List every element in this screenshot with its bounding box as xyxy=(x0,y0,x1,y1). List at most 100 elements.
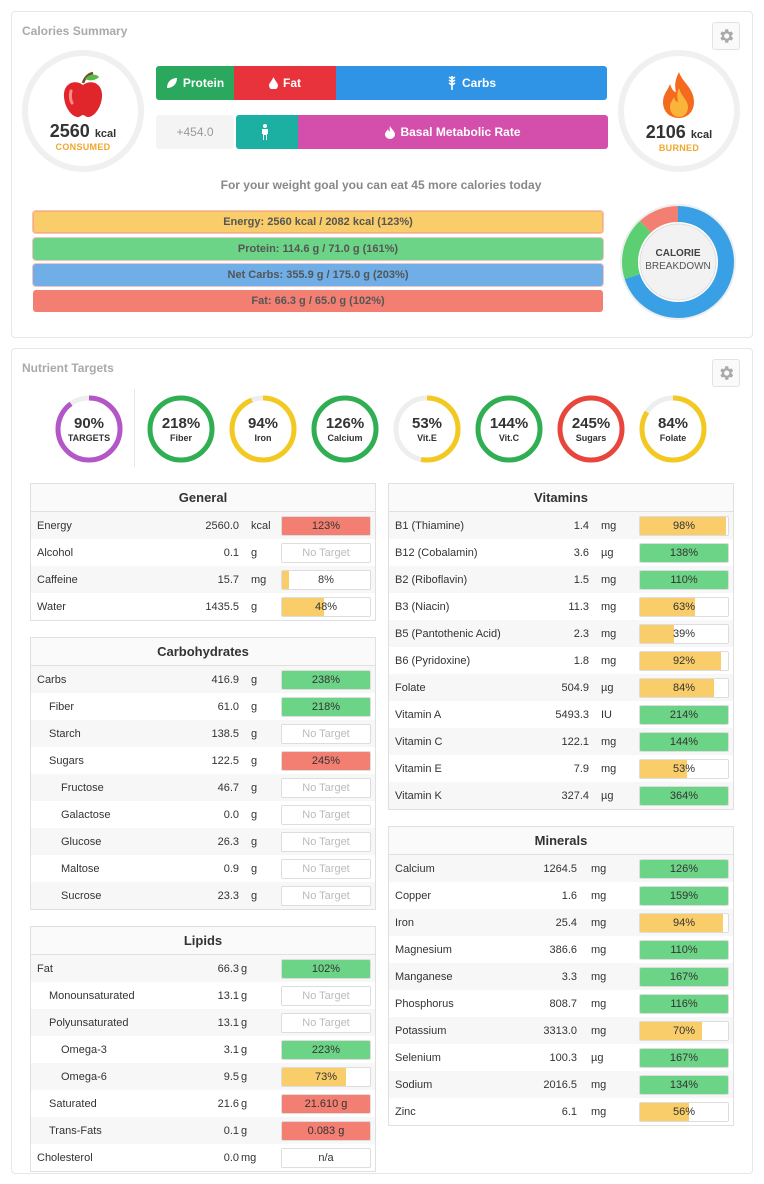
target-circle[interactable]: 245% Sugars xyxy=(556,394,626,464)
table-row[interactable]: Sugars 122.5 g 245% xyxy=(31,747,375,774)
nutrient-name: Galactose xyxy=(61,809,111,821)
table-row[interactable]: Fructose 46.7 g No Target xyxy=(31,774,375,801)
table-row[interactable]: B5 (Pantothenic Acid) 2.3 mg 39% xyxy=(389,620,733,647)
carbs-segment[interactable]: Carbs xyxy=(336,66,607,100)
progress-fill xyxy=(282,517,370,535)
progress-fill xyxy=(282,960,370,978)
nutrient-name: Energy xyxy=(37,520,72,532)
progress-text: 144% xyxy=(669,736,699,748)
fat-progress-bar: Fat: 66.3 g / 65.0 g (102%) xyxy=(33,290,603,312)
table-row[interactable]: Zinc 6.1 mg 56% xyxy=(389,1098,733,1125)
table-row[interactable]: Omega-6 9.5 g 73% xyxy=(31,1063,375,1090)
table-row[interactable]: Galactose 0.0 g No Target xyxy=(31,801,375,828)
table-row[interactable]: B3 (Niacin) 11.3 mg 63% xyxy=(389,593,733,620)
table-row[interactable]: Monounsaturated 13.1 g No Target xyxy=(31,982,375,1009)
target-circle[interactable]: 218% Fiber xyxy=(146,394,216,464)
protein-segment[interactable]: Protein xyxy=(156,66,234,100)
table-row[interactable]: Trans-Fats 0.1 g 0.083 g xyxy=(31,1117,375,1144)
table-row[interactable]: Omega-3 3.1 g 223% xyxy=(31,1036,375,1063)
nutrient-name: Sodium xyxy=(395,1079,433,1091)
progress-text: 134% xyxy=(669,1079,699,1091)
nutrient-progress-bar: 56% xyxy=(639,1102,729,1122)
table-row[interactable]: Potassium 3313.0 mg 70% xyxy=(389,1017,733,1044)
nutrient-name: Caffeine xyxy=(37,574,78,586)
targets-settings-button[interactable] xyxy=(712,359,740,387)
table-row[interactable]: Cholesterol 0.0 mg n/a xyxy=(31,1144,375,1171)
table-row[interactable]: Folate 504.9 µg 84% xyxy=(389,674,733,701)
table-row[interactable]: Vitamin C 122.1 mg 144% xyxy=(389,728,733,755)
nutrient-amount: 327.4 xyxy=(561,790,589,802)
table-row[interactable]: Magnesium 386.6 mg 110% xyxy=(389,936,733,963)
progress-text: 53% xyxy=(672,763,696,775)
table-row[interactable]: Fiber 61.0 g 218% xyxy=(31,693,375,720)
nutrient-name: Trans-Fats xyxy=(49,1125,102,1137)
nutrient-progress-bar: No Target xyxy=(281,859,371,879)
table-row[interactable]: Water 1435.5 g 48% xyxy=(31,593,375,620)
table-row[interactable]: Iron 25.4 mg 94% xyxy=(389,909,733,936)
table-row[interactable]: B12 (Cobalamin) 3.6 µg 138% xyxy=(389,539,733,566)
summary-settings-button[interactable] xyxy=(712,22,740,50)
table-row[interactable]: Saturated 21.6 g 21.610 g xyxy=(31,1090,375,1117)
nutrient-progress-bar: 84% xyxy=(639,678,729,698)
table-minerals: Minerals Calcium 1264.5 mg 126% Copper 1.6 mg 15… xyxy=(388,826,734,1126)
nutrient-unit: mg xyxy=(251,574,267,586)
table-row[interactable]: Copper 1.6 mg 159% xyxy=(389,882,733,909)
table-row[interactable]: Vitamin E 7.9 mg 53% xyxy=(389,755,733,782)
fat-segment[interactable]: Fat xyxy=(234,66,336,100)
nutrient-unit: mg xyxy=(241,1152,257,1164)
table-row[interactable]: Fat 66.3 g 102% xyxy=(31,955,375,982)
bmr-segment[interactable]: Basal Metabolic Rate xyxy=(298,115,608,149)
nutrient-progress-bar: 92% xyxy=(639,651,729,671)
table-row[interactable]: Vitamin K 327.4 µg 364% xyxy=(389,782,733,809)
progress-fill xyxy=(640,517,727,535)
table-row[interactable]: Starch 138.5 g No Target xyxy=(31,720,375,747)
nutrient-amount: 0.1 xyxy=(223,1125,239,1137)
table-row[interactable]: Alcohol 0.1 g No Target xyxy=(31,539,375,566)
nutrient-unit: g xyxy=(251,890,258,902)
table-row[interactable]: Calcium 1264.5 mg 126% xyxy=(389,855,733,882)
nutrient-progress-bar: 73% xyxy=(281,1067,371,1087)
nutrient-unit: g xyxy=(241,990,248,1002)
consumed-label: CONSUMED xyxy=(55,141,111,152)
nutrient-unit: g xyxy=(251,601,258,613)
nutrient-unit: µg xyxy=(601,790,614,802)
nutrient-amount: 100.3 xyxy=(549,1052,577,1064)
nutrient-amount: 1.8 xyxy=(573,655,589,667)
target-circle[interactable]: 90% TARGETS xyxy=(54,394,124,464)
table-row[interactable]: Carbs 416.9 g 238% xyxy=(31,666,375,693)
target-circle[interactable]: 84% Folate xyxy=(638,394,708,464)
table-row[interactable]: B6 (Pyridoxine) 1.8 mg 92% xyxy=(389,647,733,674)
table-row[interactable]: Phosphorus 808.7 mg 116% xyxy=(389,990,733,1017)
target-circle[interactable]: 53% Vit.E xyxy=(392,394,462,464)
table-row[interactable]: Caffeine 15.7 mg 8% xyxy=(31,566,375,593)
activity-segment[interactable] xyxy=(236,115,298,149)
table-row[interactable]: Energy 2560.0 kcal 123% xyxy=(31,512,375,539)
target-circle[interactable]: 144% Vit.C xyxy=(474,394,544,464)
nutrient-name: Vitamin C xyxy=(395,736,443,748)
nutrient-progress-bar: No Target xyxy=(281,724,371,744)
table-row[interactable]: B2 (Riboflavin) 1.5 mg 110% xyxy=(389,566,733,593)
target-circle[interactable]: 94% Iron xyxy=(228,394,298,464)
table-row[interactable]: Sucrose 23.3 g No Target xyxy=(31,882,375,909)
progress-fill xyxy=(640,887,728,905)
table-row[interactable]: Maltose 0.9 g No Target xyxy=(31,855,375,882)
breakdown-fat-slice xyxy=(622,206,734,318)
calorie-breakdown-chart[interactable]: CALORIE BREAKDOWN xyxy=(619,203,737,321)
table-row[interactable]: Sodium 2016.5 mg 134% xyxy=(389,1071,733,1098)
table-row[interactable]: Polyunsaturated 13.1 g No Target xyxy=(31,1009,375,1036)
target-label: Vit.C xyxy=(498,432,520,443)
nutrient-unit: g xyxy=(241,1098,248,1110)
progress-text: 94% xyxy=(672,917,696,929)
progress-text: 8% xyxy=(318,574,334,586)
table-row[interactable]: Selenium 100.3 µg 167% xyxy=(389,1044,733,1071)
nutrient-amount: 0.0 xyxy=(223,1152,239,1164)
table-row[interactable]: Manganese 3.3 mg 167% xyxy=(389,963,733,990)
progress-text: 214% xyxy=(669,709,699,721)
nutrient-name: Sugars xyxy=(49,755,84,767)
target-circle[interactable]: 126% Calcium xyxy=(310,394,380,464)
table-row[interactable]: Glucose 26.3 g No Target xyxy=(31,828,375,855)
nutrient-unit: mg xyxy=(601,763,617,775)
table-row[interactable]: Vitamin A 5493.3 IU 214% xyxy=(389,701,733,728)
table-row[interactable]: B1 (Thiamine) 1.4 mg 98% xyxy=(389,512,733,539)
nutrient-progress-bar: 167% xyxy=(639,1048,729,1068)
